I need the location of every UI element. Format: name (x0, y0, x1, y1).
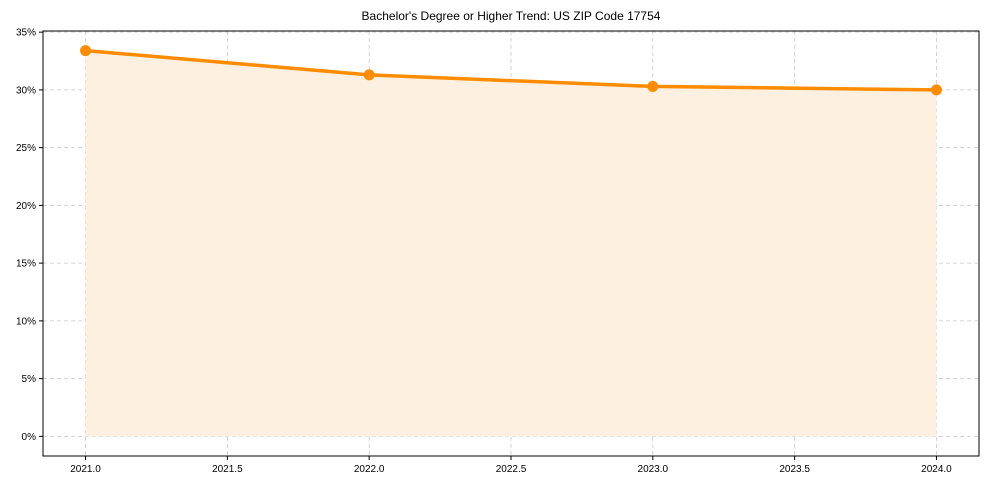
y-tick-label: 25% (16, 143, 36, 154)
data-markers (80, 45, 942, 96)
x-tick-label: 2023.0 (638, 464, 669, 475)
data-point-marker (930, 84, 942, 96)
x-tick-label: 2021.0 (70, 464, 101, 475)
y-tick-label: 5% (22, 374, 37, 385)
y-tick-label: 0% (22, 432, 37, 443)
data-point-marker (363, 69, 375, 81)
y-tick-label: 35% (16, 28, 36, 39)
data-point-marker (647, 80, 659, 92)
x-tick-label: 2023.5 (779, 464, 810, 475)
y-tick-label: 10% (16, 316, 36, 327)
y-tick-label: 30% (16, 85, 36, 96)
x-tick-label: 2022.5 (496, 464, 527, 475)
area-fill (85, 50, 937, 437)
x-axis: 2021.0 2021.5 2022.0 2022.5 2023.0 2023.5 2024… (70, 456, 952, 475)
data-point-marker (80, 45, 92, 57)
x-tick-label: 2024.0 (921, 464, 952, 475)
y-axis: 0% 5% 10% 15% 20% 25% 30% 35% (16, 28, 43, 443)
x-tick-label: 2022.0 (354, 464, 385, 475)
y-tick-label: 15% (16, 259, 36, 270)
y-tick-label: 20% (16, 201, 36, 212)
x-tick-label: 2021.5 (212, 464, 243, 475)
series-line (83, 48, 939, 92)
chart-title: Bachelor's Degree or Higher Trend: US ZI… (362, 9, 661, 23)
